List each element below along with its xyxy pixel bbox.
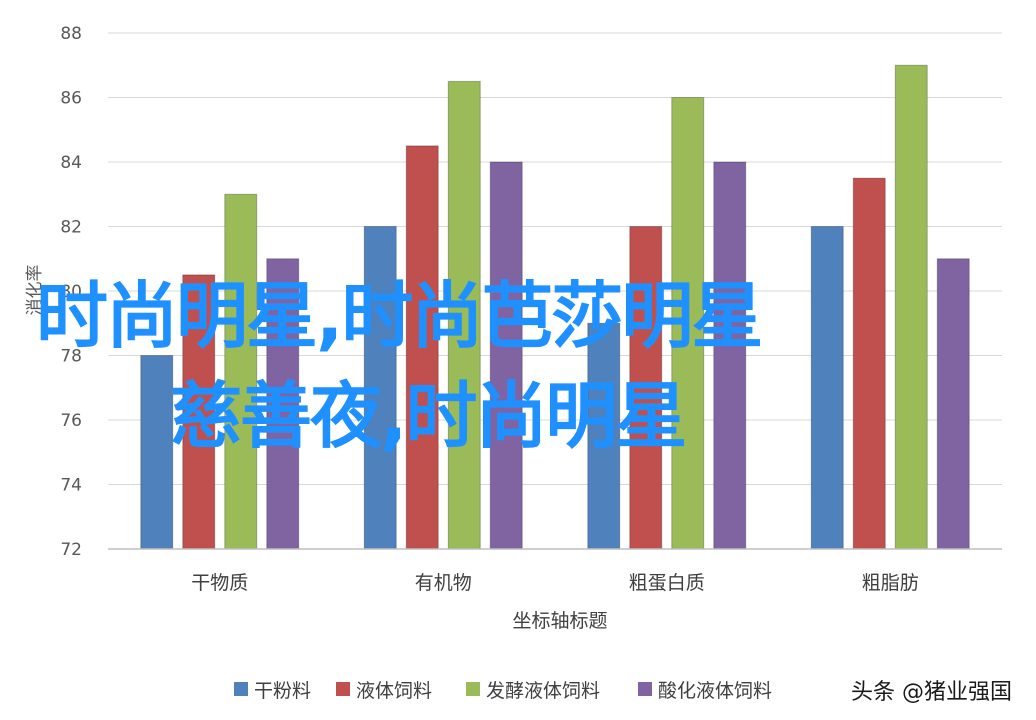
y-tick-label: 72 <box>60 540 82 560</box>
bar <box>894 64 928 550</box>
bar <box>447 80 481 550</box>
legend-swatch <box>234 682 248 696</box>
bar <box>363 226 397 550</box>
x-axis-title: 坐标轴标题 <box>512 610 607 632</box>
bar <box>936 258 970 550</box>
x-tick-label: 粗蛋白质 <box>629 572 705 594</box>
bar <box>140 355 174 550</box>
x-tick-label: 粗脂肪 <box>862 572 919 594</box>
legend-swatch <box>466 682 480 696</box>
bar <box>587 322 621 550</box>
bar <box>852 177 886 550</box>
legend-label: 酸化液体饲料 <box>658 680 772 702</box>
legend-swatch <box>336 682 350 696</box>
y-axis-title: 消化率 <box>25 265 45 316</box>
y-tick-label: 82 <box>60 218 82 238</box>
overlay-line-2: 慈善夜,时尚明星 <box>170 374 687 458</box>
x-tick-label: 有机物 <box>415 572 472 594</box>
y-tick-label: 84 <box>60 153 82 173</box>
bar <box>405 145 439 550</box>
legend-swatch <box>638 682 652 696</box>
bar <box>182 274 216 550</box>
bar <box>671 97 705 550</box>
legend-label: 液体饲料 <box>356 680 432 702</box>
y-tick-label: 80 <box>60 282 82 302</box>
bar <box>224 193 258 550</box>
y-tick-label: 74 <box>60 476 82 496</box>
legend-label: 干粉料 <box>254 680 311 702</box>
bar <box>713 161 747 550</box>
bar <box>629 226 663 550</box>
watermark: 头条 @猪业强国 <box>851 680 1012 705</box>
y-tick-label: 78 <box>60 347 82 367</box>
legend-label: 发酵液体饲料 <box>486 680 600 702</box>
bar <box>266 258 300 550</box>
y-tick-label: 86 <box>60 89 82 109</box>
overlay-line-1: 时尚明星,时尚芭莎明星 <box>36 274 763 358</box>
y-tick-label: 76 <box>60 411 82 431</box>
x-tick-label: 干物质 <box>191 572 248 594</box>
y-tick-label: 88 <box>60 24 82 44</box>
bar <box>810 226 844 550</box>
